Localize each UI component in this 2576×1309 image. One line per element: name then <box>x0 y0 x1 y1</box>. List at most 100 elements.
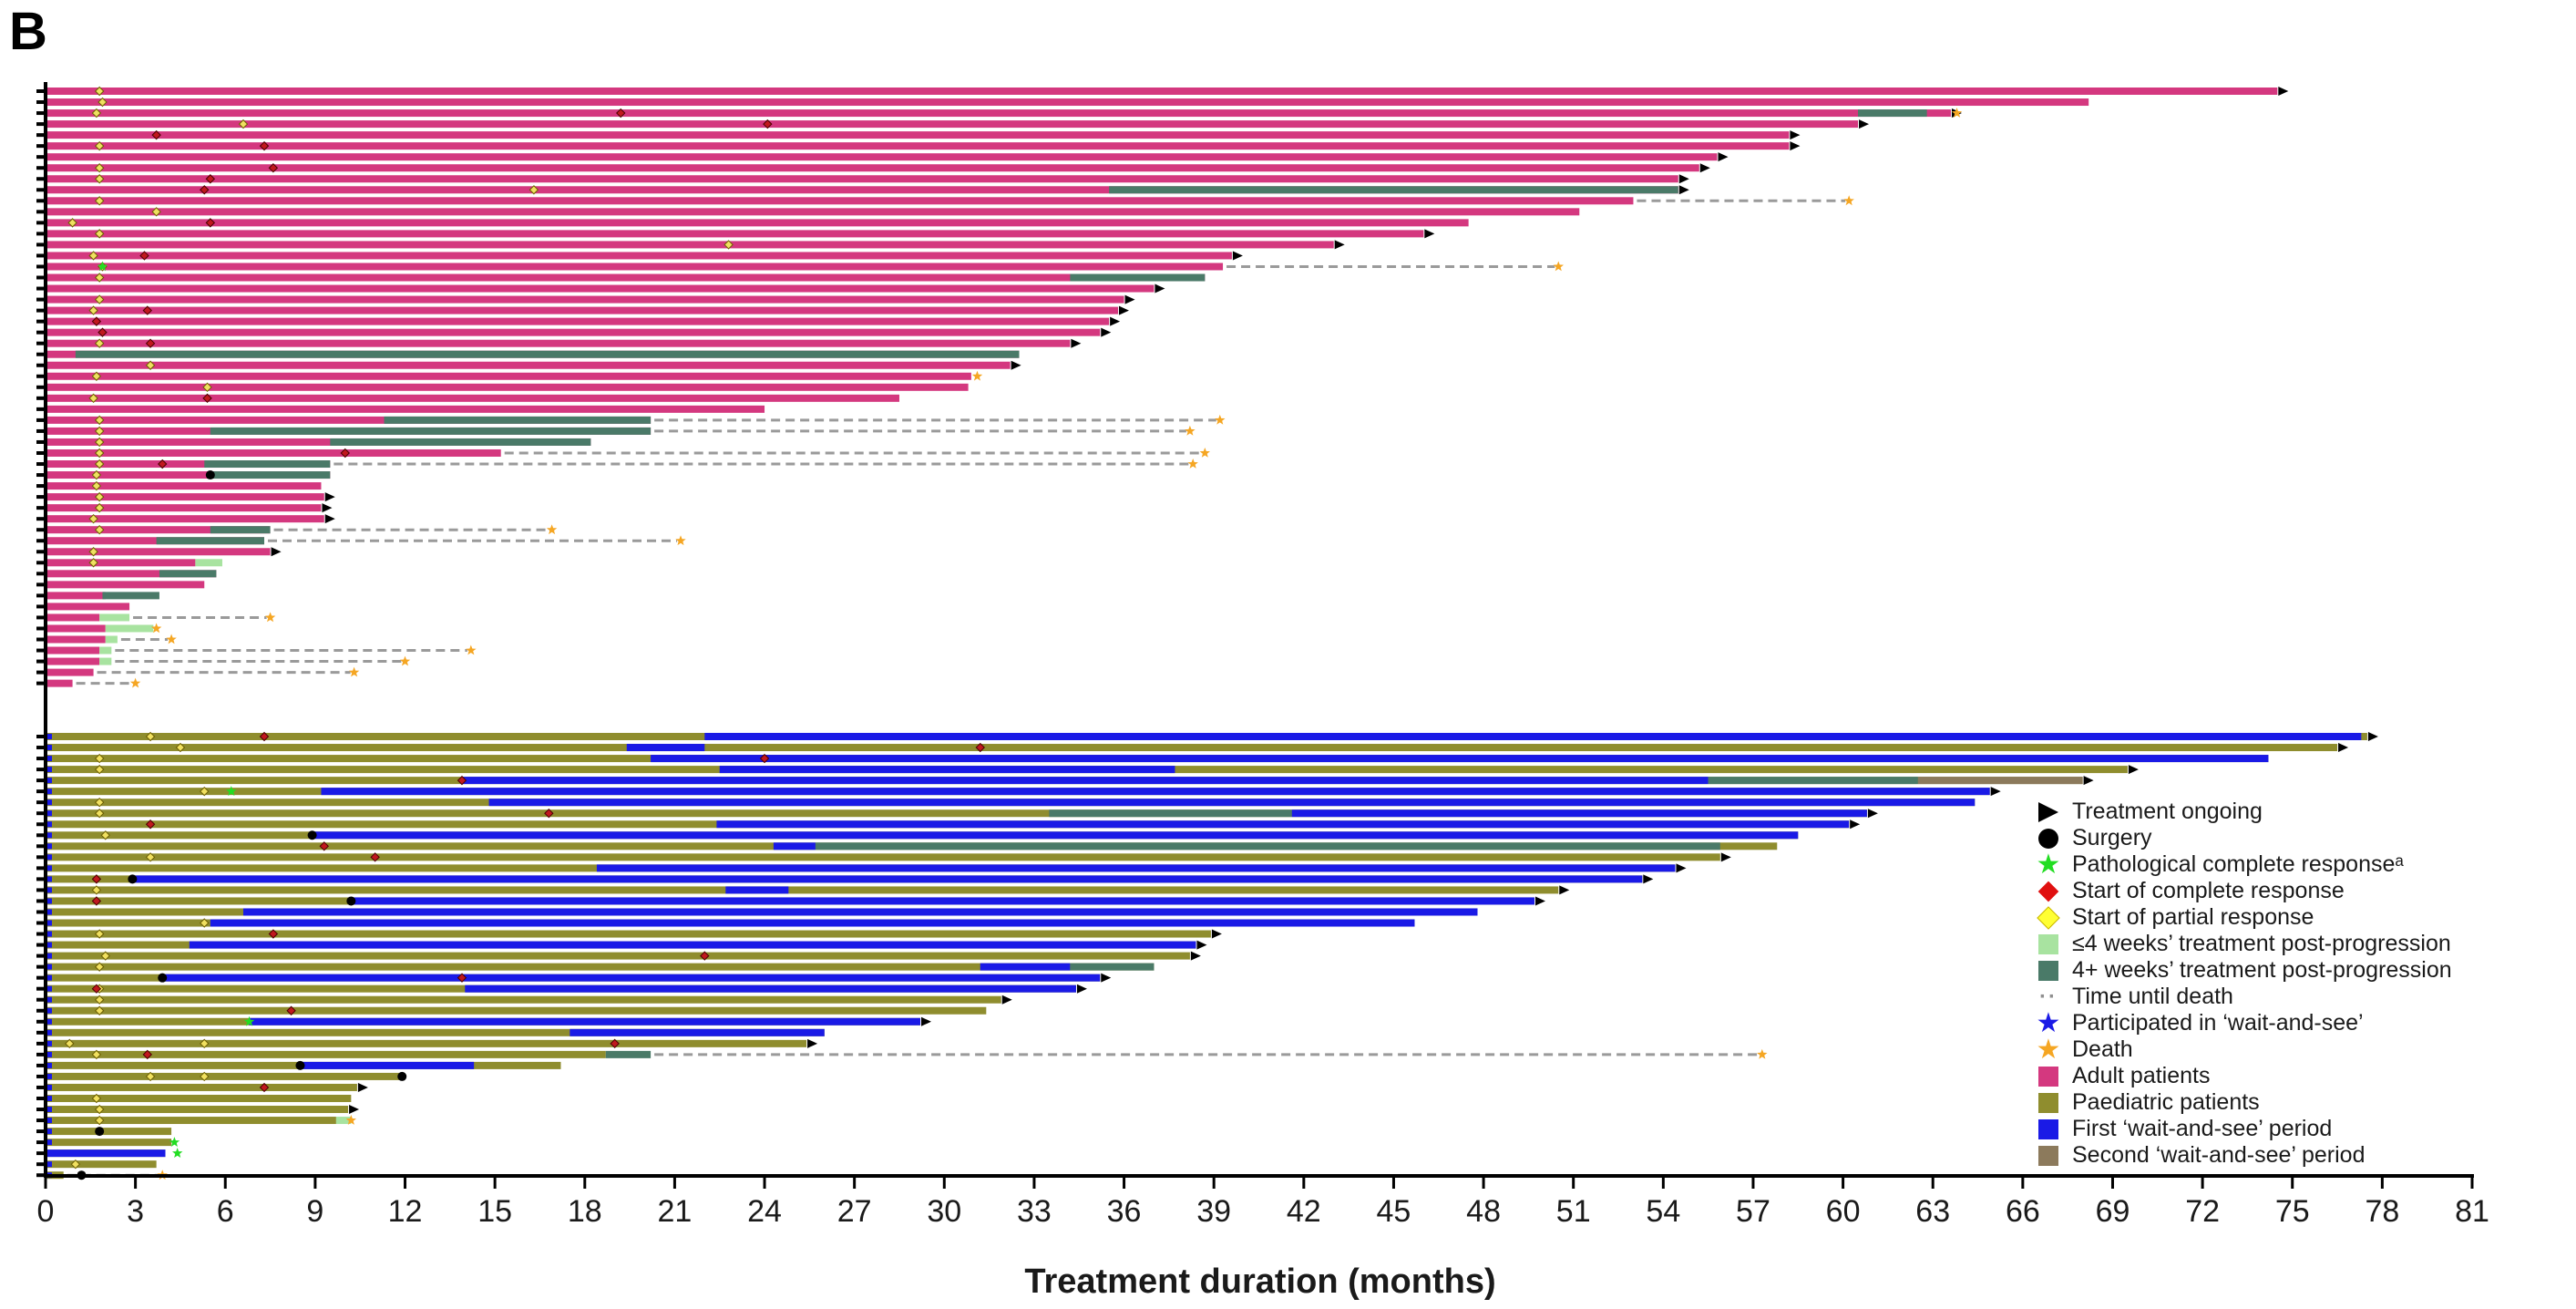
partial-response-marker <box>202 382 212 393</box>
complete-response-marker <box>759 753 770 764</box>
complete-response-marker <box>340 448 350 459</box>
adult-bar <box>46 230 1424 238</box>
wait-and-see-marker <box>46 788 52 795</box>
wait-and-see-marker <box>46 756 52 762</box>
legend-item-surgery: Surgery <box>2032 825 2452 851</box>
partial-response-marker <box>94 459 105 469</box>
death-marker <box>1757 1048 1768 1059</box>
adult-bar <box>46 460 331 469</box>
complete-response-marker <box>610 1038 620 1049</box>
death-marker <box>1199 448 1210 458</box>
legend-label: Death <box>2072 1036 2133 1062</box>
death-marker <box>1187 459 1198 469</box>
adult-bar <box>46 679 73 687</box>
wait-and-see-marker <box>46 778 52 784</box>
post-progression-long-segment <box>102 592 159 600</box>
swatch-icon <box>2038 1066 2058 1087</box>
legend-label: Start of partial response <box>2072 904 2314 930</box>
death-marker <box>675 535 686 546</box>
post-progression-short-segment <box>99 657 112 665</box>
death-marker <box>166 634 177 644</box>
death-marker <box>1951 108 1963 118</box>
wait-first-segment <box>716 820 1850 829</box>
pcr-marker <box>226 786 237 796</box>
paediatric-bar <box>46 1117 336 1125</box>
x-tick-label: 21 <box>657 1194 692 1229</box>
adult-bar <box>46 295 1124 304</box>
legend-label: First ‘wait-and-see’ period <box>2072 1116 2333 1141</box>
bars-layer <box>46 88 2367 1180</box>
death-marker <box>971 370 983 381</box>
complete-response-marker <box>91 984 102 994</box>
x-tick-label: 42 <box>1287 1194 1321 1229</box>
x-tick-label: 0 <box>37 1194 55 1229</box>
adult-bar <box>46 592 106 600</box>
wait-and-see-marker <box>46 909 52 915</box>
swatch-icon <box>2038 1145 2058 1166</box>
treatment-ongoing-marker <box>1155 283 1165 294</box>
paediatric-bar <box>46 1106 349 1114</box>
adult-bar <box>46 197 1634 205</box>
legend-label: ≤4 weeks’ treatment post-progression <box>2072 931 2451 956</box>
paediatric-bar <box>46 1072 403 1080</box>
wait-first-segment <box>651 755 2269 763</box>
complete-response-marker <box>202 393 212 404</box>
partial-response-marker <box>100 830 110 840</box>
paediatric-bar <box>46 886 1559 894</box>
partial-response-marker <box>94 163 105 173</box>
adult-bar <box>46 537 264 545</box>
partial-response-marker <box>88 513 98 524</box>
paediatric-bar <box>46 1050 606 1058</box>
adult-bar <box>46 109 1951 118</box>
legend-item-treatment-ongoing: Treatment ongoing <box>2032 799 2452 825</box>
x-tick-label: 78 <box>2365 1194 2399 1229</box>
adult-bar <box>46 153 1718 161</box>
post-progression-long-segment <box>1858 109 1927 118</box>
partial-response-marker <box>91 469 102 480</box>
adult-bar <box>46 120 1859 129</box>
x-tick-label: 30 <box>927 1194 961 1229</box>
partial-response-marker <box>70 1159 81 1170</box>
death-marker <box>1843 195 1854 206</box>
complete-response-marker <box>142 305 152 315</box>
surgery-marker <box>205 470 215 480</box>
treatment-ongoing-marker <box>1699 163 1710 173</box>
treatment-ongoing-marker <box>1850 819 1861 830</box>
partial-response-marker <box>94 502 105 513</box>
partial-response-marker <box>97 97 108 108</box>
partial-response-marker <box>145 731 156 742</box>
adult-bar <box>46 515 324 523</box>
adult-bar <box>46 603 130 611</box>
triangle-icon <box>2038 801 2058 822</box>
treatment-ongoing-marker <box>2278 87 2289 96</box>
wait-and-see-marker <box>46 810 52 817</box>
death-marker <box>1553 261 1564 272</box>
wait-second-segment <box>1917 777 2083 785</box>
partial-response-marker <box>91 480 102 491</box>
post-progression-long-segment <box>605 1050 652 1058</box>
adult-bar <box>46 219 1469 227</box>
wait-and-see-marker <box>46 767 52 773</box>
dotted-line-icon: ·· <box>2039 984 2058 1009</box>
post-progression-long-segment <box>384 416 652 424</box>
complete-response-marker <box>91 874 102 884</box>
wait-and-see-marker <box>46 1161 52 1168</box>
complete-response-marker <box>268 929 279 939</box>
partial-response-marker <box>88 558 98 568</box>
partial-response-marker <box>94 1115 105 1126</box>
complete-response-marker <box>91 316 102 326</box>
wait-and-see-marker <box>46 898 52 904</box>
x-axis-title: Treatment duration (months) <box>1024 1263 1495 1301</box>
markers-layer <box>46 86 2378 1180</box>
wait-first-segment <box>132 875 1643 883</box>
adult-bar <box>46 635 106 644</box>
pcr-marker <box>243 1015 255 1026</box>
adult-bar <box>46 570 217 578</box>
treatment-ongoing-marker <box>1076 984 1087 994</box>
x-tick-label: 48 <box>1466 1194 1501 1229</box>
x-tick-label: 75 <box>2275 1194 2310 1229</box>
post-progression-long-segment <box>1070 273 1206 282</box>
wait-and-see-marker <box>46 920 52 926</box>
legend-label: Start of complete response <box>2072 878 2345 903</box>
x-tick-label: 18 <box>568 1194 602 1229</box>
